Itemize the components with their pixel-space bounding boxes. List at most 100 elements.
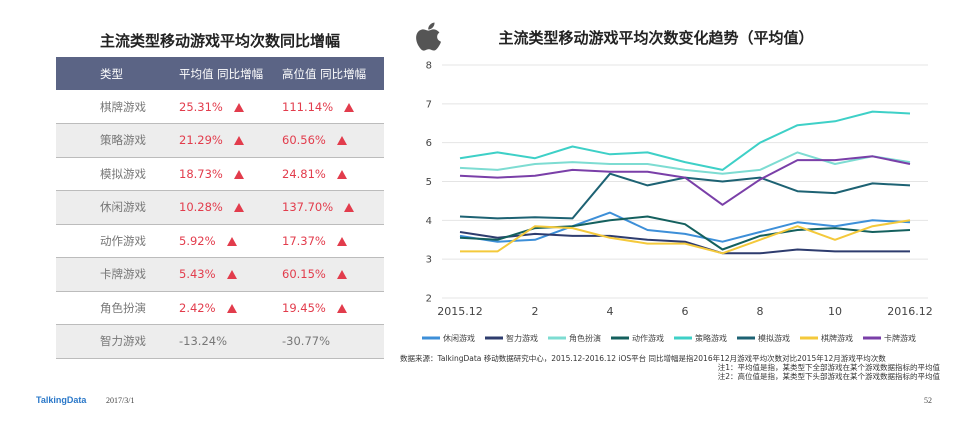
table-header-row: 类型 平均值 同比增幅 高位值 同比增幅 — [56, 57, 384, 90]
series-line-3 — [459, 215, 911, 251]
cell-avg-growth: 5.43% — [179, 257, 282, 292]
table-body: 棋牌游戏 25.31% 111.14% 策略游戏 21.29% 60.56% 模拟游戏 18.… — [56, 90, 384, 359]
cell-avg-growth: 10.28% — [179, 190, 282, 225]
cell-high-growth: 137.70% — [282, 190, 384, 225]
table-row: 休闲游戏 10.28% 137.70% — [56, 190, 384, 225]
cell-type: 卡牌游戏 — [56, 257, 179, 292]
up-triangle-icon — [233, 169, 244, 179]
up-triangle-icon — [336, 136, 347, 146]
legend-label: 角色扮演 — [569, 333, 601, 343]
up-triangle-icon — [233, 136, 244, 146]
y-tick-label: 4 — [426, 216, 432, 227]
page-number: 52 — [924, 396, 932, 405]
cell-high-growth: 19.45% — [282, 291, 384, 325]
apple-icon — [416, 22, 441, 51]
series-line-4 — [459, 110, 911, 171]
table-row: 棋牌游戏 25.31% 111.14% — [56, 90, 384, 124]
header-type: 类型 — [56, 57, 179, 90]
cell-high-growth-text: 17.37% — [282, 233, 326, 248]
up-triangle-icon — [233, 102, 244, 112]
cell-avg-growth-text: 2.42% — [179, 300, 216, 315]
table-row: 策略游戏 21.29% 60.56% — [56, 123, 384, 158]
x-tick-label: 6 — [682, 305, 689, 318]
legend-label: 策略游戏 — [695, 333, 727, 343]
cell-avg-growth-text: 10.28% — [179, 200, 223, 215]
chart-title: 主流类型移动游戏平均次数变化趋势（平均值） — [498, 29, 814, 47]
table-row: 智力游戏 -13.24% -30.77% — [56, 324, 384, 359]
x-tick-label: 2015.12 — [437, 305, 483, 318]
up-triangle-icon — [226, 303, 237, 313]
series-line-1 — [459, 231, 910, 255]
cell-type: 休闲游戏 — [56, 190, 179, 225]
note-1: 注1：平均值是指，某类型下全部游戏在某个游戏数据指标的平均值 — [717, 363, 940, 372]
header-high-growth: 高位值 同比增幅 — [282, 57, 384, 90]
cell-type: 棋牌游戏 — [56, 90, 179, 124]
cell-avg-growth: 2.42% — [179, 291, 282, 325]
up-triangle-icon — [226, 236, 237, 246]
up-triangle-icon — [336, 236, 347, 246]
cell-type-text: 棋牌游戏 — [100, 99, 146, 114]
series-line-2 — [459, 151, 911, 175]
cell-high-growth-text: 111.14% — [282, 99, 334, 114]
cell-high-growth-text: 60.56% — [282, 133, 326, 148]
cell-type: 动作游戏 — [56, 224, 179, 258]
x-tick-label: 8 — [757, 305, 764, 318]
table-row: 角色扮演 2.42% 19.45% — [56, 291, 384, 325]
growth-table: 类型 平均值 同比增幅 高位值 同比增幅 棋牌游戏 25.31% 111.14% 策略… — [56, 57, 384, 359]
cell-type-text: 卡牌游戏 — [100, 267, 146, 282]
cell-avg-growth: 21.29% — [179, 123, 282, 158]
legend-label: 休闲游戏 — [443, 333, 475, 343]
cell-type: 模拟游戏 — [56, 157, 179, 191]
cell-type-text: 策略游戏 — [100, 133, 146, 148]
y-tick-label: 2 — [426, 294, 432, 305]
x-tick-label: 2016.12 — [887, 305, 933, 318]
table-row: 模拟游戏 18.73% 24.81% — [56, 157, 384, 191]
cell-high-growth-text: 19.45% — [282, 300, 326, 315]
cell-avg-growth: 18.73% — [179, 157, 282, 191]
legend-label: 模拟游戏 — [758, 333, 790, 343]
cell-high-growth: 60.15% — [282, 257, 384, 292]
cell-high-growth-text: 24.81% — [282, 166, 326, 181]
brand-logo: TalkingData — [36, 395, 87, 405]
cell-avg-growth: -13.24% — [179, 324, 282, 359]
table-row: 动作游戏 5.92% 17.37% — [56, 224, 384, 258]
up-triangle-icon — [226, 270, 237, 280]
cell-high-growth-text: 137.70% — [282, 200, 334, 215]
up-triangle-icon — [344, 102, 355, 112]
header-avg-growth: 平均值 同比增幅 — [179, 57, 282, 90]
x-tick-label: 2 — [532, 305, 539, 318]
cell-avg-growth-text: 18.73% — [179, 166, 223, 181]
y-tick-label: 7 — [426, 99, 432, 110]
up-triangle-icon — [336, 169, 347, 179]
x-tick-label: 10 — [828, 305, 842, 318]
cell-high-growth: 17.37% — [282, 224, 384, 258]
cell-avg-growth-text: -13.24% — [179, 334, 227, 349]
table-title: 主流类型移动游戏平均次数同比增幅 — [99, 32, 340, 50]
cell-high-growth-text: -30.77% — [282, 334, 330, 349]
cell-avg-growth: 25.31% — [179, 90, 282, 124]
footer-date: 2017/3/1 — [106, 396, 135, 405]
y-tick-label: 6 — [426, 138, 432, 149]
up-triangle-icon — [336, 270, 347, 280]
cell-high-growth: 24.81% — [282, 157, 384, 191]
series-line-7 — [459, 155, 911, 206]
cell-type: 策略游戏 — [56, 123, 179, 158]
cell-type-text: 动作游戏 — [100, 233, 146, 248]
cell-high-growth: 111.14% — [282, 90, 384, 124]
y-tick-label: 3 — [426, 255, 432, 266]
x-tick-label: 4 — [607, 305, 614, 318]
series-line-5 — [459, 172, 911, 220]
cell-type-text: 角色扮演 — [100, 300, 146, 315]
cell-avg-growth: 5.92% — [179, 224, 282, 258]
cell-type: 智力游戏 — [56, 324, 179, 359]
cell-avg-growth-text: 25.31% — [179, 99, 223, 114]
y-tick-label: 5 — [426, 177, 432, 188]
cell-high-growth: -30.77% — [282, 324, 384, 359]
y-tick-label: 8 — [426, 61, 432, 72]
cell-type-text: 智力游戏 — [100, 334, 146, 349]
legend-label: 动作游戏 — [632, 333, 664, 343]
trend-line-chart: 2 3 4 5 6 7 8 2015.12 2 4 6 8 10 2016.12 休闲游戏 智力游戏 角色扮演 动… — [422, 61, 933, 343]
legend-label: 卡牌游戏 — [884, 333, 916, 343]
up-triangle-icon — [344, 203, 355, 213]
series-line-6 — [460, 219, 911, 255]
